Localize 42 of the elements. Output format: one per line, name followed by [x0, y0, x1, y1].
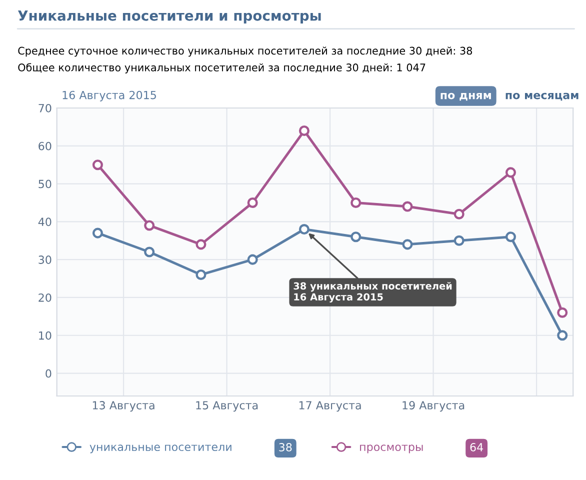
text: по дням [440, 92, 491, 101]
y-tick-label: 30 [38, 256, 52, 264]
point [298, 125, 310, 136]
x-tick-label: 15 Августа [196, 401, 258, 412]
point [196, 269, 206, 280]
text: 64 [470, 443, 484, 452]
x-tick-label: 17 Августа [299, 401, 361, 412]
y-tick-label: 40 [38, 218, 52, 226]
y-tick-label: 50 [38, 180, 52, 188]
legend-label: просмотры [360, 444, 423, 454]
point [350, 232, 362, 242]
text: 38 [279, 443, 292, 452]
x-tick-label: 13 Августа [92, 401, 154, 412]
y-tick-label: 20 [38, 293, 52, 302]
point [144, 220, 155, 231]
point [350, 197, 362, 208]
point [92, 228, 103, 238]
y-tick-label: 10 [39, 331, 52, 340]
point [557, 307, 568, 318]
y-tick-label: 0 [46, 369, 52, 378]
chart-title: Уникальные посетители и просмотры [18, 10, 321, 24]
point [402, 201, 413, 212]
point [247, 254, 258, 265]
point [402, 239, 413, 250]
y-tick-label: 70 [38, 104, 52, 112]
text: по месяцам [506, 92, 578, 101]
point [505, 167, 516, 178]
x-tick-label: 19 Августа [402, 401, 464, 412]
point [454, 208, 464, 220]
annotation: 38 уникальных посетителей 16 Августа 2015 [294, 282, 452, 303]
y-tick-label: 60 [38, 142, 52, 150]
text: 16 Августа 2015 [62, 90, 156, 102]
chart-subtitle: Среднее суточное количество уникальных посетителей за последние 30 дней: 38 Общее количество уникальных посетителей за последние 30 дней: 1 047 [18, 46, 472, 74]
point [247, 197, 258, 208]
point [196, 239, 206, 250]
point [454, 235, 464, 246]
point [298, 224, 310, 235]
legend-label: уникальные посетители [90, 444, 232, 454]
point [505, 232, 516, 242]
point [557, 330, 568, 341]
point [144, 246, 155, 258]
point [92, 160, 103, 170]
